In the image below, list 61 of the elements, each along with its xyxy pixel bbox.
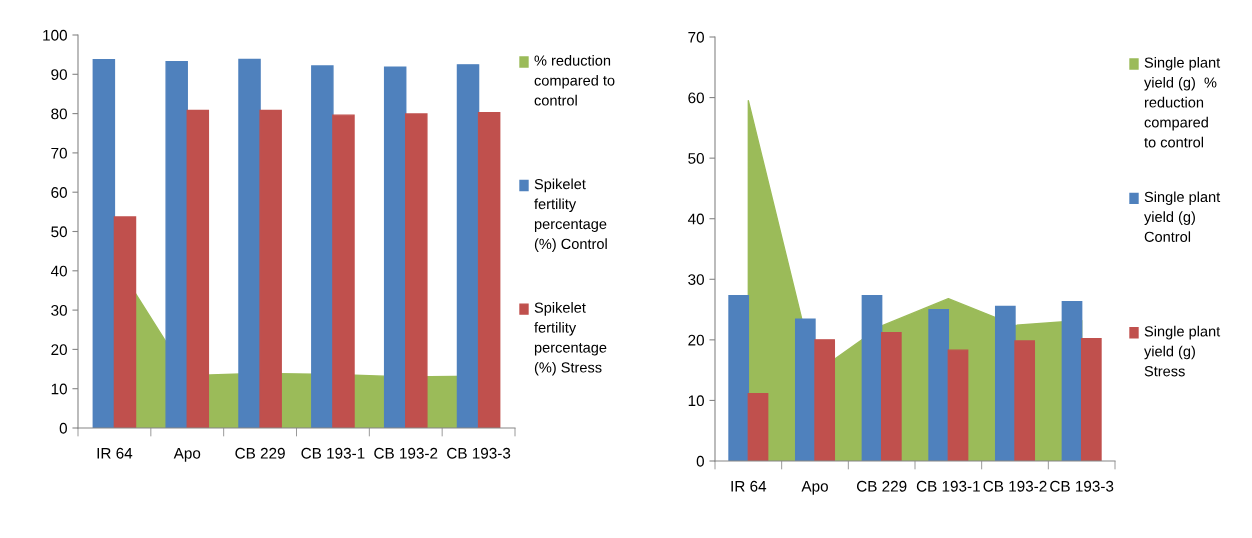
x-tick-label: CB 193-3	[1050, 480, 1114, 492]
bar	[861, 294, 883, 461]
y-tick-label: 90	[51, 69, 67, 80]
y-tick-label: 50	[51, 226, 67, 238]
bar	[947, 349, 969, 461]
legend-label: % reduction compared to control	[534, 55, 615, 106]
y-tick-label: 30	[688, 274, 704, 285]
x-tick-label: CB 193-2	[374, 447, 438, 459]
y-tick-label: 100	[43, 29, 67, 41]
y-tick-label: 40	[687, 213, 704, 225]
x-tick-label: CB 193-2	[983, 480, 1047, 492]
x-tick-label: Apo	[173, 448, 201, 462]
bar	[794, 318, 816, 461]
bar	[259, 109, 282, 428]
y-tick-label: 70	[688, 31, 704, 43]
y-tick-label: 0	[59, 422, 67, 434]
bar	[405, 113, 428, 428]
y-tick-label: 70	[51, 147, 67, 159]
x-tick-label: CB 229	[856, 480, 907, 492]
bar	[747, 393, 769, 461]
bar	[186, 109, 210, 428]
bar	[238, 58, 261, 428]
y-tick-label: 0	[696, 455, 704, 467]
bar	[332, 114, 355, 428]
y-tick-label: 40	[50, 265, 67, 277]
bar	[880, 331, 902, 461]
bar	[383, 66, 407, 428]
bar	[165, 61, 188, 428]
legend-label: Spikelet fertility percentage (%) Control	[534, 178, 607, 252]
legend-label: Spikelet fertility percentage (%) Stress	[534, 302, 607, 376]
y-tick-label: 10	[688, 395, 704, 407]
y-tick-label: 20	[688, 334, 704, 346]
x-tick-label: CB 193-1	[916, 480, 980, 492]
bar	[1014, 340, 1036, 461]
y-tick-label: 80	[51, 108, 67, 120]
x-tick-label: CB 193-3	[447, 447, 511, 459]
bar	[456, 64, 480, 428]
x-tick-label: CB 229	[235, 447, 285, 459]
y-tick-label: 10	[51, 383, 67, 395]
bar	[311, 65, 334, 428]
bar	[113, 216, 137, 428]
legend-label: Single plant yield (g) Control	[1144, 191, 1221, 242]
legend-label: Single plant yield (g) Stress	[1144, 325, 1221, 377]
bar	[814, 339, 836, 461]
bar	[477, 112, 501, 428]
y-tick-label: 60	[51, 187, 67, 198]
bar	[92, 59, 116, 428]
x-tick-label: IR 64	[97, 447, 133, 459]
x-tick-label: IR 64	[731, 480, 767, 492]
y-tick-label: 20	[51, 344, 67, 356]
legend-label: Single plant yield (g) % reduction compared to control	[1144, 57, 1221, 148]
y-tick-label: 30	[51, 304, 67, 316]
bar	[728, 294, 750, 461]
bar	[994, 305, 1016, 461]
x-tick-label: Apo	[801, 481, 828, 495]
y-tick-label: 50	[688, 153, 704, 164]
bar	[928, 308, 950, 461]
bar	[1080, 337, 1102, 461]
y-tick-label: 60	[688, 92, 704, 104]
x-tick-label: CB 193-1	[301, 447, 365, 459]
bar	[1061, 301, 1083, 461]
